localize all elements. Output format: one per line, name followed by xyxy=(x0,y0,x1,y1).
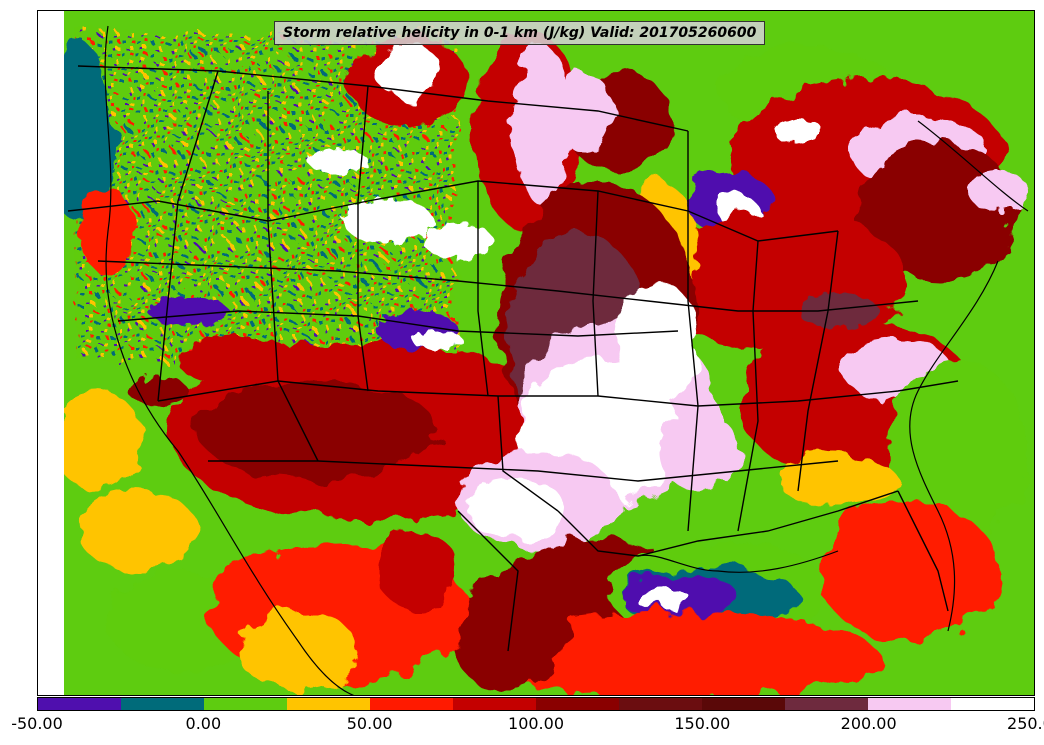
state-borders xyxy=(67,65,959,652)
colorbar-tick-label: -50.00 xyxy=(11,714,63,733)
helicity-field xyxy=(38,11,1034,695)
colorbar-segment xyxy=(619,698,702,710)
colorbar-tick-label: 50.00 xyxy=(346,714,393,733)
coastlines xyxy=(104,25,1029,695)
colorbar-segment xyxy=(868,698,951,710)
map-title: Storm relative helicity in 0-1 km (J/kg)… xyxy=(274,21,766,45)
colorbar-segment xyxy=(785,698,868,710)
colorbar-segment xyxy=(370,698,453,710)
helicity-map xyxy=(38,11,1034,695)
colorbar-segment xyxy=(951,698,1034,710)
colorbar-segment xyxy=(702,698,785,710)
colorbar-segment xyxy=(121,698,204,710)
colorbar-segment xyxy=(536,698,619,710)
colorbar-tick-label: 250.00 xyxy=(1007,714,1044,733)
map-frame xyxy=(37,10,1035,696)
colorbar-tick-label: 100.00 xyxy=(508,714,564,733)
colorbar-segment xyxy=(453,698,536,710)
colorbar-tick-labels: -50.00 0.00 50.00 100.00 150.00 200.00 250.00 xyxy=(0,712,1044,742)
colorbar-tick-label: 200.00 xyxy=(840,714,897,733)
colorbar-segment xyxy=(38,698,121,710)
colorbar xyxy=(37,697,1035,711)
colorbar-tick-label: 150.00 xyxy=(674,714,731,733)
colorbar-tick-label: 0.00 xyxy=(185,714,222,733)
colorbar-segment xyxy=(204,698,287,710)
colorbar-segment xyxy=(287,698,370,710)
